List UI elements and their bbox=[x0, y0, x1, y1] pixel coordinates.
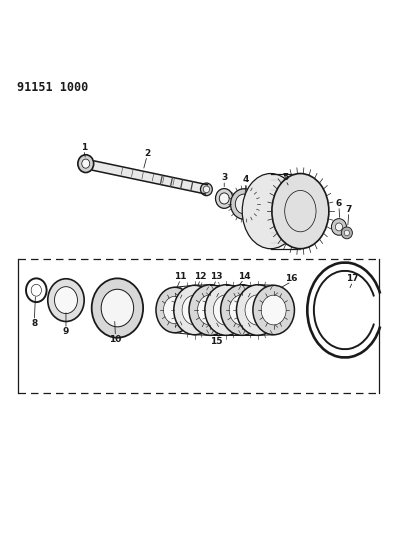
Ellipse shape bbox=[189, 285, 232, 335]
Ellipse shape bbox=[78, 155, 94, 173]
Ellipse shape bbox=[219, 193, 229, 204]
Ellipse shape bbox=[205, 285, 248, 335]
Ellipse shape bbox=[253, 285, 295, 335]
Ellipse shape bbox=[92, 278, 143, 338]
Ellipse shape bbox=[164, 296, 186, 324]
Ellipse shape bbox=[235, 194, 253, 214]
Ellipse shape bbox=[331, 219, 347, 235]
Ellipse shape bbox=[101, 289, 134, 327]
Text: 2: 2 bbox=[144, 149, 150, 158]
Ellipse shape bbox=[221, 285, 263, 335]
Ellipse shape bbox=[203, 186, 210, 193]
Text: 17: 17 bbox=[347, 274, 359, 283]
Ellipse shape bbox=[213, 295, 239, 325]
Ellipse shape bbox=[200, 183, 212, 196]
Text: 3: 3 bbox=[221, 173, 227, 182]
Text: 15: 15 bbox=[210, 337, 223, 346]
Text: 1: 1 bbox=[81, 143, 87, 152]
Ellipse shape bbox=[242, 174, 299, 249]
Polygon shape bbox=[272, 174, 329, 249]
Ellipse shape bbox=[261, 295, 286, 325]
Ellipse shape bbox=[198, 295, 223, 325]
Text: 16: 16 bbox=[285, 274, 298, 283]
Polygon shape bbox=[93, 161, 207, 194]
Text: 8: 8 bbox=[31, 319, 37, 328]
Text: 10: 10 bbox=[109, 335, 121, 344]
Ellipse shape bbox=[245, 295, 271, 325]
Text: 7: 7 bbox=[346, 205, 352, 214]
Ellipse shape bbox=[82, 159, 90, 168]
Ellipse shape bbox=[182, 295, 207, 325]
Ellipse shape bbox=[341, 227, 353, 239]
Ellipse shape bbox=[54, 287, 77, 313]
Text: 9: 9 bbox=[63, 327, 69, 336]
Ellipse shape bbox=[229, 295, 255, 325]
Ellipse shape bbox=[48, 279, 84, 321]
Text: 12: 12 bbox=[194, 272, 207, 281]
Text: 5: 5 bbox=[282, 173, 289, 182]
Ellipse shape bbox=[216, 189, 233, 208]
Ellipse shape bbox=[344, 230, 349, 236]
Ellipse shape bbox=[174, 285, 215, 335]
Ellipse shape bbox=[156, 287, 194, 333]
Ellipse shape bbox=[335, 223, 343, 231]
Text: 11: 11 bbox=[174, 272, 187, 281]
Ellipse shape bbox=[231, 189, 257, 219]
Ellipse shape bbox=[237, 285, 279, 335]
Text: 14: 14 bbox=[238, 272, 250, 281]
Text: 6: 6 bbox=[336, 199, 342, 208]
Text: 13: 13 bbox=[210, 272, 223, 281]
Text: 4: 4 bbox=[243, 175, 249, 184]
Text: 91151 1000: 91151 1000 bbox=[17, 80, 88, 94]
